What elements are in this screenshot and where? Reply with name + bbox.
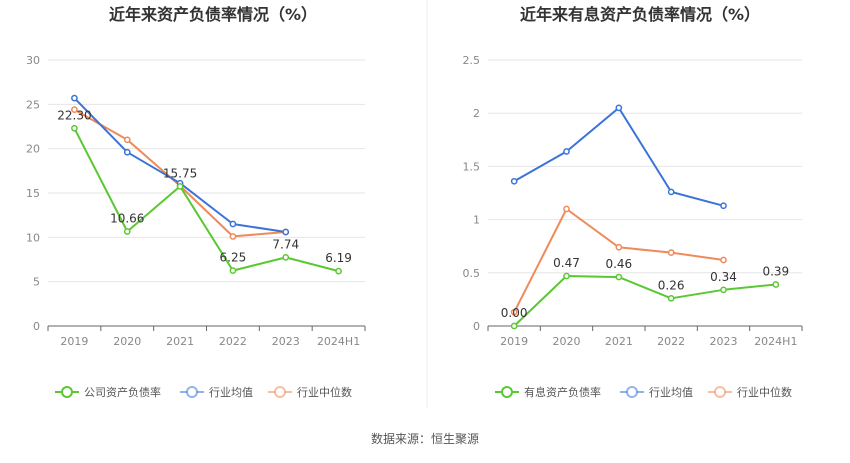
x-tick-label: 2021 bbox=[166, 335, 194, 348]
y-tick-label: 1 bbox=[473, 214, 480, 227]
data-label: 10.66 bbox=[110, 211, 144, 225]
chart-title: 近年来有息资产负债率情况（%） bbox=[520, 5, 760, 24]
chart-panel-2: 近年来有息资产负债率情况（%） 0 0.5 1 1.5 2 2.5 2019 2020 2021 2… bbox=[463, 5, 803, 399]
series-line-2 bbox=[73, 97, 286, 233]
legend-item-1: 有息资产负债率 bbox=[495, 385, 601, 399]
x-tick-label: 2023 bbox=[710, 335, 738, 348]
y-tick-label: 20 bbox=[26, 143, 40, 156]
data-point bbox=[335, 267, 342, 275]
legend-marker bbox=[714, 386, 726, 398]
data-point bbox=[563, 205, 570, 213]
data-point bbox=[176, 183, 184, 190]
data-source-label: 数据来源：恒生聚源 bbox=[371, 431, 479, 446]
x-tick-label: 2022 bbox=[657, 335, 685, 348]
series-line-1 bbox=[73, 127, 339, 273]
legend-label: 行业均值 bbox=[649, 386, 693, 399]
y-tick-label: 15 bbox=[26, 187, 40, 200]
data-point bbox=[282, 254, 290, 261]
data-point bbox=[123, 148, 131, 156]
data-point bbox=[229, 220, 237, 228]
y-tick-label: 10 bbox=[26, 231, 40, 244]
data-point bbox=[510, 177, 518, 185]
legend-marker bbox=[61, 386, 73, 398]
data-point bbox=[720, 202, 727, 210]
data-point bbox=[71, 124, 78, 132]
data-label: 0.26 bbox=[658, 278, 685, 292]
legend-item-2: 行业均值 bbox=[180, 386, 253, 399]
data-point bbox=[510, 322, 518, 330]
y-tick-label: 2 bbox=[473, 107, 480, 120]
data-point bbox=[772, 281, 780, 288]
y-tick-label: 0 bbox=[33, 320, 40, 333]
legend-item-2: 行业均值 bbox=[620, 386, 693, 399]
y-tick-label: 0 bbox=[473, 320, 480, 333]
data-point bbox=[720, 286, 727, 294]
data-point bbox=[123, 136, 131, 144]
series-line-2 bbox=[513, 106, 724, 207]
series-line-1 bbox=[513, 275, 776, 327]
legend-label: 公司资产负债率 bbox=[84, 385, 161, 399]
legend-label: 行业均值 bbox=[209, 386, 253, 399]
x-tick-label: 2019 bbox=[60, 335, 88, 348]
data-label: 6.19 bbox=[325, 251, 352, 265]
data-label: 0.46 bbox=[605, 257, 632, 271]
data-point bbox=[229, 267, 237, 274]
data-label: 0.34 bbox=[710, 270, 737, 284]
data-label: 0.47 bbox=[553, 256, 580, 270]
data-label: 0.39 bbox=[762, 265, 789, 279]
x-tick-label: 2024H1 bbox=[317, 335, 360, 348]
data-label: 7.74 bbox=[272, 237, 299, 251]
data-point bbox=[667, 294, 675, 302]
legend-label: 有息资产负债率 bbox=[524, 385, 601, 399]
legend-marker bbox=[626, 386, 638, 398]
chart-title: 近年来资产负债率情况（%） bbox=[109, 5, 317, 24]
data-label: 15.75 bbox=[163, 166, 197, 180]
data-point bbox=[282, 228, 290, 236]
data-point bbox=[615, 243, 623, 251]
legend-item-3: 行业中位数 bbox=[268, 385, 352, 399]
data-point bbox=[615, 273, 623, 281]
x-tick-label: 2023 bbox=[272, 335, 300, 348]
data-point bbox=[563, 148, 570, 155]
legend-label: 行业中位数 bbox=[297, 385, 352, 399]
data-point bbox=[229, 233, 237, 240]
x-tick-label: 2022 bbox=[219, 335, 247, 348]
y-tick-label: 5 bbox=[33, 276, 40, 289]
legend-item-1: 公司资产负债率 bbox=[55, 385, 161, 399]
y-tick-label: 30 bbox=[26, 54, 40, 67]
x-tick-label: 2019 bbox=[500, 335, 528, 348]
legend-marker bbox=[501, 386, 513, 398]
data-point bbox=[720, 256, 727, 264]
chart-panel-1: 近年来资产负债率情况（%） 0 5 10 15 20 25 30 2019 2020 2021 202… bbox=[26, 5, 366, 399]
x-tick-label: 2020 bbox=[553, 335, 581, 348]
data-point bbox=[667, 188, 675, 196]
data-point bbox=[71, 106, 78, 114]
data-point bbox=[615, 104, 623, 112]
y-tick-label: 1.5 bbox=[463, 160, 481, 173]
data-point bbox=[667, 249, 675, 256]
legend-marker bbox=[186, 386, 198, 398]
legend-marker bbox=[274, 386, 286, 398]
y-tick-label: 2.5 bbox=[463, 54, 481, 67]
data-point bbox=[510, 308, 518, 316]
data-point bbox=[71, 94, 78, 102]
legend-label: 行业中位数 bbox=[737, 385, 792, 399]
data-label: 22.30 bbox=[57, 108, 91, 122]
data-label: 0.00 bbox=[501, 306, 528, 320]
data-point bbox=[123, 228, 131, 235]
data-label: 6.25 bbox=[220, 251, 247, 265]
y-tick-label: 0.5 bbox=[463, 267, 481, 280]
y-tick-label: 25 bbox=[26, 98, 40, 111]
legend-item-3: 行业中位数 bbox=[708, 385, 792, 399]
x-tick-label: 2020 bbox=[113, 335, 141, 348]
data-point bbox=[563, 272, 570, 280]
x-tick-label: 2021 bbox=[605, 335, 633, 348]
x-tick-label: 2024H1 bbox=[754, 335, 797, 348]
